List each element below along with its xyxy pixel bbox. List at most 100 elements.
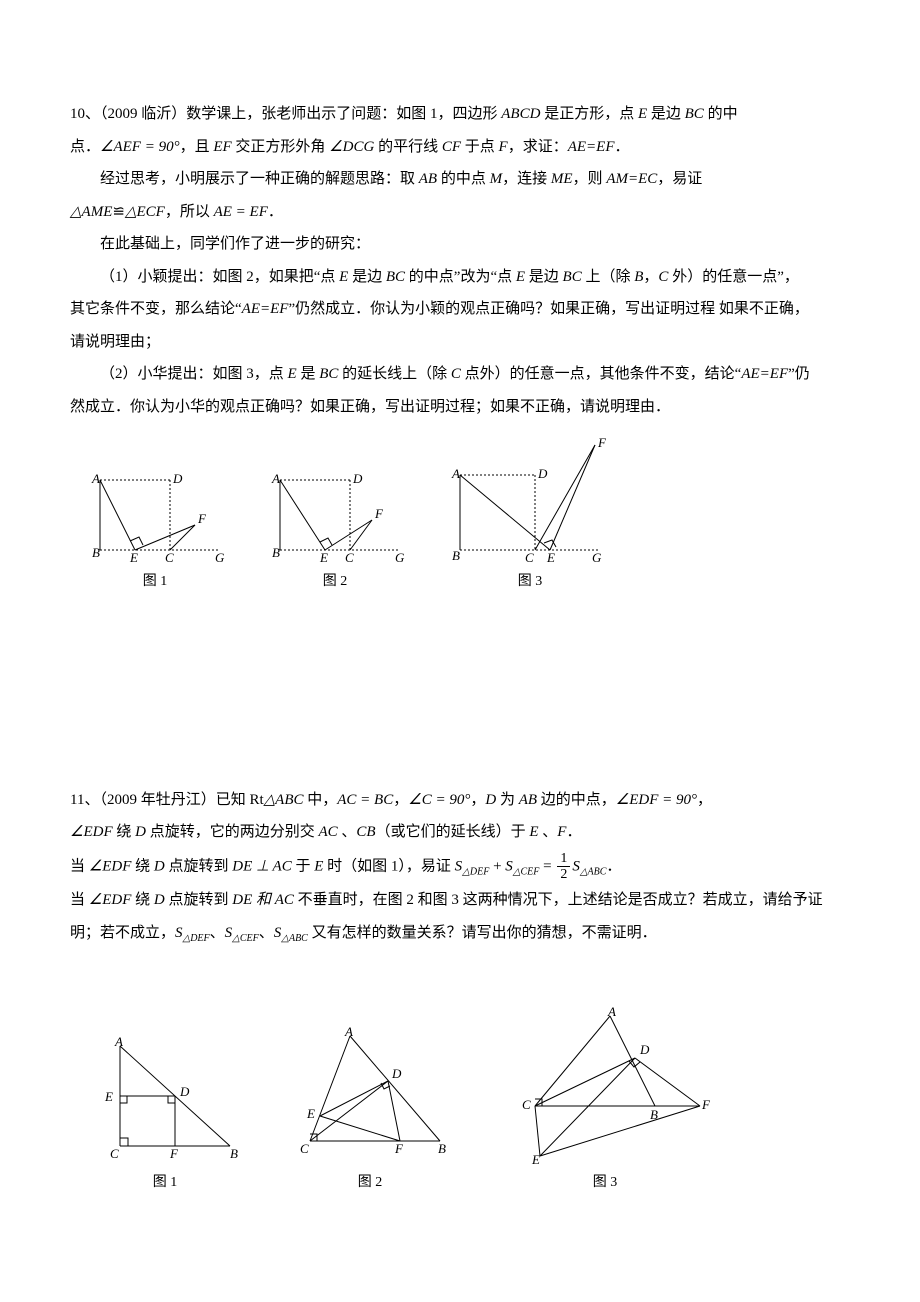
q10-fig2-cap: 图 2 bbox=[323, 569, 348, 596]
q10-fig1: A D B E C G F 图 1 bbox=[80, 465, 230, 596]
t: ． bbox=[606, 858, 621, 874]
svg-text:B: B bbox=[452, 548, 460, 563]
sub: △DEF bbox=[462, 866, 489, 877]
t: 绕 bbox=[113, 824, 136, 840]
t: （2）小华提出：如图 3，点 bbox=[100, 366, 288, 382]
e: E bbox=[339, 269, 348, 285]
sub: △CEF bbox=[513, 866, 540, 877]
q11-fig3: A C B F D E 图 3 bbox=[490, 1006, 720, 1197]
q10-line8: 请说明理由； bbox=[70, 328, 850, 357]
svg-text:C: C bbox=[165, 550, 174, 565]
abcd: ABCD bbox=[501, 106, 540, 122]
t: 其它条件不变，那么结论“ bbox=[70, 301, 242, 317]
deac: DE ⊥ AC bbox=[232, 858, 291, 874]
sub: △ABC bbox=[580, 866, 607, 877]
bc: BC bbox=[685, 106, 704, 122]
t: 、 bbox=[210, 925, 225, 941]
sub: △DEF bbox=[183, 933, 210, 944]
t: ， bbox=[697, 792, 712, 808]
bc: BC bbox=[319, 366, 338, 382]
edf90: ∠EDF = 90° bbox=[616, 792, 697, 808]
svg-text:C: C bbox=[110, 1146, 119, 1161]
c: C bbox=[451, 366, 461, 382]
t: ，则 bbox=[573, 171, 607, 187]
t: 是边 bbox=[348, 269, 386, 285]
t: ． bbox=[566, 824, 581, 840]
svg-text:B: B bbox=[650, 1107, 658, 1122]
q11-fig1: A E C F B D 图 1 bbox=[80, 1036, 250, 1197]
d: D bbox=[485, 792, 496, 808]
svg-text:F: F bbox=[374, 506, 384, 521]
cf: CF bbox=[442, 139, 461, 155]
t: 明；若不成立， bbox=[70, 925, 175, 941]
q11-fig3-cap: 图 3 bbox=[593, 1170, 618, 1197]
svg-text:E: E bbox=[129, 550, 138, 565]
q11-fig2-cap: 图 2 bbox=[358, 1170, 383, 1197]
m: M bbox=[490, 171, 503, 187]
ac: AC bbox=[318, 824, 337, 840]
t: ，且 bbox=[180, 139, 214, 155]
q10-fig3: A D B C E G F 图 3 bbox=[440, 435, 620, 596]
c: C bbox=[658, 269, 668, 285]
t: 于 bbox=[292, 858, 315, 874]
cb: CB bbox=[356, 824, 375, 840]
spacer2 bbox=[70, 952, 850, 992]
svg-text:D: D bbox=[352, 471, 363, 486]
t: 、 bbox=[539, 824, 558, 840]
num: 1 bbox=[557, 851, 570, 867]
t: 时（如图 1），易证 bbox=[323, 858, 454, 874]
t: 绕 bbox=[131, 892, 154, 908]
svg-text:C: C bbox=[300, 1141, 309, 1156]
t: 又有怎样的数量关系？请写出你的猜想，不需证明． bbox=[308, 925, 657, 941]
q11-figures: A E C F B D 图 1 A bbox=[80, 1006, 850, 1197]
ef: EF bbox=[213, 139, 231, 155]
sub: △CEF bbox=[232, 933, 259, 944]
t: 是正方形，点 bbox=[540, 106, 638, 122]
q11-line5: 明；若不成立，S△DEF、S△CEF、S△ABC 又有怎样的数量关系？请写出你的… bbox=[70, 919, 850, 948]
q11-line2: ∠EDF 绕 D 点旋转，它的两边分别交 AC 、CB（或它们的延长线）于 E … bbox=[70, 818, 850, 847]
q10-line10: 然成立．你认为小华的观点正确吗？如果正确，写出证明过程；如果不正确，请说明理由． bbox=[70, 393, 850, 422]
q11-fig2-svg: A C B D E F bbox=[280, 1026, 460, 1166]
t: 于点 bbox=[461, 139, 499, 155]
t: 的延长线上（除 bbox=[338, 366, 451, 382]
e: E bbox=[288, 366, 297, 382]
t: 为 bbox=[496, 792, 519, 808]
svg-text:D: D bbox=[179, 1084, 190, 1099]
t: 交正方形外角 bbox=[232, 139, 330, 155]
svg-text:G: G bbox=[215, 550, 225, 565]
t: = bbox=[539, 858, 555, 874]
t: 不垂直时，在图 2 和图 3 这两种情况下，上述结论是否成立？若成立，请给予证 bbox=[294, 892, 823, 908]
t: 点． bbox=[70, 139, 100, 155]
svg-text:B: B bbox=[438, 1141, 446, 1156]
edf: ∠EDF bbox=[89, 892, 132, 908]
q10-line3: 经过思考，小明展示了一种正确的解题思路：取 AB 的中点 M，连接 ME，则 A… bbox=[70, 165, 850, 194]
e: E bbox=[516, 269, 525, 285]
svg-text:A: A bbox=[344, 1026, 353, 1039]
dcg: ∠DCG bbox=[329, 139, 374, 155]
t: （1）小颖提出：如图 2，如果把“点 bbox=[100, 269, 339, 285]
svg-text:C: C bbox=[345, 550, 354, 565]
e: E bbox=[529, 824, 538, 840]
t: 、 bbox=[259, 925, 274, 941]
d: D bbox=[154, 892, 165, 908]
q11-fig1-svg: A E C F B D bbox=[80, 1036, 250, 1166]
svg-text:E: E bbox=[104, 1089, 113, 1104]
d: D bbox=[154, 858, 165, 874]
svg-text:B: B bbox=[272, 545, 280, 560]
t: 中， bbox=[304, 792, 338, 808]
t: 绕 bbox=[131, 858, 154, 874]
edf: ∠EDF bbox=[70, 824, 113, 840]
t: ，连接 bbox=[502, 171, 551, 187]
q11-line1: 11、（2009 年牡丹江）已知 Rt△ABC 中，AC = BC，∠C = 9… bbox=[70, 786, 850, 815]
aeef2: AE = EF bbox=[214, 204, 268, 220]
q10-line6: （1）小颖提出：如图 2，如果把“点 E 是边 BC 的中点”改为“点 E 是边… bbox=[70, 263, 850, 292]
me: ME bbox=[551, 171, 573, 187]
t: ， bbox=[470, 792, 485, 808]
t: ． bbox=[268, 204, 283, 220]
sub: △ABC bbox=[281, 933, 308, 944]
q10-line1: 10、（2009 临沂）数学课上，张老师出示了问题：如图 1，四边形 ABCD … bbox=[70, 100, 850, 129]
ame: △AME bbox=[70, 204, 112, 220]
q10-line2: 点．∠AEF = 90°，且 EF 交正方形外角 ∠DCG 的平行线 CF 于点… bbox=[70, 133, 850, 162]
svg-text:G: G bbox=[592, 550, 602, 565]
t: 10、（2009 临沂）数学课上，张老师出示了问题：如图 1，四边形 bbox=[70, 106, 501, 122]
